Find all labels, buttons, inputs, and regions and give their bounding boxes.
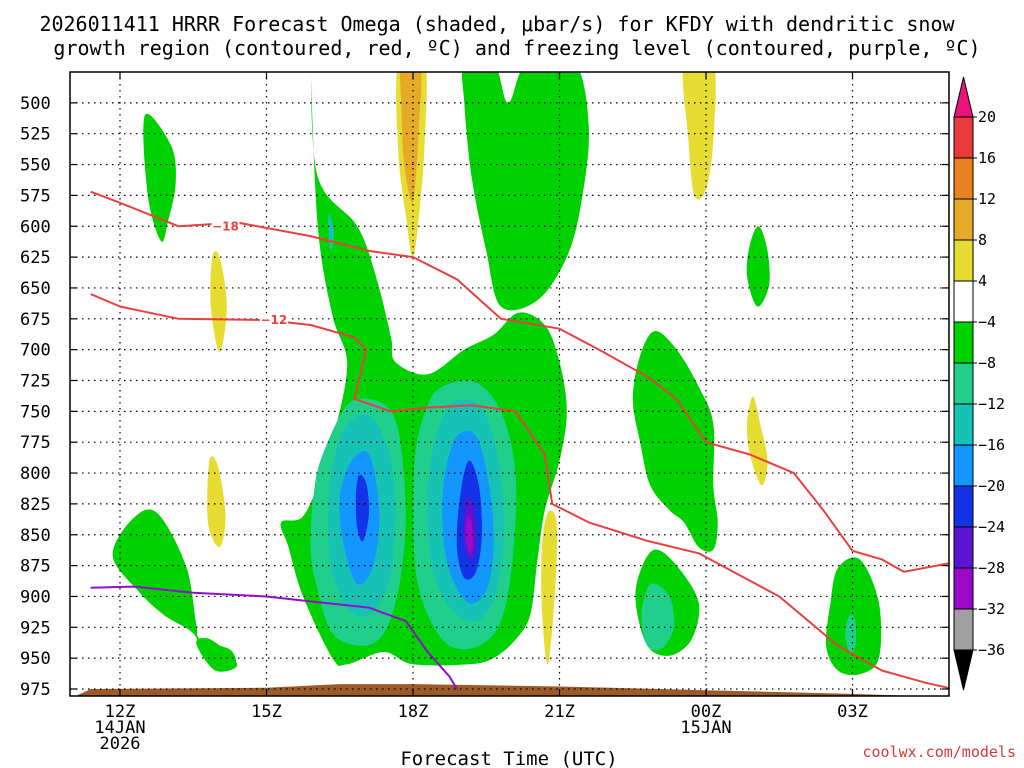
omega-region-neg4-0 <box>112 509 237 666</box>
y-tick-label-875: 875 <box>20 557 51 577</box>
colorbar-label-4: 4 <box>978 272 987 290</box>
y-tick-label-700: 700 <box>20 341 51 361</box>
colorbar-band-10 <box>953 526 974 569</box>
omega-region-neg4-1 <box>143 113 176 242</box>
ground-surface <box>75 684 920 696</box>
omega-region-8-28 <box>399 72 422 203</box>
x-tick-label-03Z-0: 03Z <box>837 702 868 722</box>
colorbar-label-6: −8 <box>978 354 996 372</box>
colorbar: 20 16 12 8 4 −4 −8 −12 −16 −20 −24 −28 −32 −36 <box>953 76 1005 691</box>
omega-shading <box>112 72 882 676</box>
y-tick-label-900: 900 <box>20 587 51 607</box>
temp-contour-1 <box>90 293 949 690</box>
colorbar-label-3: 8 <box>978 231 987 249</box>
y-tick-label-825: 825 <box>20 495 51 515</box>
y-tick-label-525: 525 <box>20 125 51 145</box>
colorbar-label-8: −16 <box>978 436 1005 454</box>
omega-region-4-25 <box>207 456 226 548</box>
colorbar-label-10: −24 <box>978 518 1005 536</box>
x-axis-label: Forecast Time (UTC) <box>400 748 617 768</box>
colorbar-band-4 <box>953 280 974 323</box>
colorbar-label-11: −28 <box>978 559 1005 577</box>
omega-region-4-24 <box>210 250 227 353</box>
colorbar-label-1: 16 <box>978 149 996 167</box>
colorbar-band-11 <box>953 567 974 610</box>
colorbar-band-1 <box>953 157 974 200</box>
colorbar-band-8 <box>953 444 974 487</box>
colorbar-band-6 <box>953 362 974 405</box>
y-tick-label-800: 800 <box>20 464 51 484</box>
x-tick-label-00Z-0: 00Z <box>691 702 722 722</box>
omega-region-neg4-8 <box>196 637 238 672</box>
y-tick-label-650: 650 <box>20 279 51 299</box>
colorbar-label-7: −12 <box>978 395 1005 413</box>
omega-region-neg4-5 <box>632 331 718 552</box>
y-tick-label-675: 675 <box>20 310 51 330</box>
temp-contour-0 <box>90 190 949 573</box>
temp-contour-label-1: −12 <box>260 313 287 327</box>
omega-region-neg20-18 <box>355 474 370 542</box>
colorbar-label-9: −20 <box>978 477 1005 495</box>
temp-contour-label-bg-0 <box>211 219 240 234</box>
chart-title-line-1: 2026011411 HRRR Forecast Omega (shaded, … <box>39 12 955 36</box>
colorbar-label-0: 20 <box>978 108 996 126</box>
omega-region-4-23 <box>682 72 716 200</box>
x-tick-label-18Z-0: 18Z <box>398 702 429 722</box>
colorbar-band-2 <box>953 198 974 241</box>
freezing-level-contour <box>90 585 458 690</box>
x-tick-label-21Z-0: 21Z <box>544 702 575 722</box>
credit-text: coolwx.com/models <box>862 743 1016 761</box>
omega-region-4-27 <box>746 396 768 486</box>
y-tick-label-850: 850 <box>20 526 51 546</box>
colorbar-bottom-arrow <box>953 649 974 691</box>
y-tick-label-750: 750 <box>20 402 51 422</box>
contour-lines: −18 −12 <box>90 190 949 690</box>
x-tick-label-00Z-1: 15JAN <box>680 718 731 738</box>
colorbar-band-9 <box>953 485 974 528</box>
omega-region-neg4-6 <box>746 226 770 307</box>
y-tick-label-625: 625 <box>20 248 51 268</box>
y-tick-label-500: 500 <box>20 94 51 114</box>
colorbar-label-12: −32 <box>978 600 1005 618</box>
x-tick-label-15Z-0: 15Z <box>251 702 282 722</box>
colorbar-band-0 <box>953 116 974 159</box>
grid <box>70 72 949 696</box>
plot-frame <box>69 71 950 697</box>
y-tick-label-925: 925 <box>20 618 51 638</box>
x-tick-label-12Z-1: 14JAN <box>94 718 145 738</box>
y-tick-label-725: 725 <box>20 372 51 392</box>
y-tick-label-975: 975 <box>20 680 51 700</box>
colorbar-top-arrow <box>953 76 974 118</box>
y-tick-label-575: 575 <box>20 186 51 206</box>
colorbar-band-7 <box>953 403 974 446</box>
omega-region-neg4-3 <box>461 72 589 311</box>
colorbar-label-2: 12 <box>978 190 996 208</box>
y-axis: 500 525 550 575 600 625 650 675 700 725 750 775 800 8… <box>20 94 949 700</box>
x-tick-label-12Z-0: 12Z <box>105 702 136 722</box>
y-tick-label-775: 775 <box>20 433 51 453</box>
y-tick-label-550: 550 <box>20 156 51 176</box>
colorbar-label-5: −4 <box>978 313 996 331</box>
chart-title-line-2: growth region (contoured, red, ºC) and f… <box>53 36 980 60</box>
omega-region-4-26 <box>541 510 558 665</box>
colorbar-band-5 <box>953 321 974 364</box>
temp-contour-label-0: −18 <box>212 219 239 233</box>
temp-contour-label-bg-1 <box>259 313 288 328</box>
omega-region-neg28-21 <box>465 515 474 554</box>
colorbar-label-13: −36 <box>978 641 1005 659</box>
y-tick-label-950: 950 <box>20 649 51 669</box>
omega-region-neg8-12 <box>845 614 857 653</box>
x-tick-label-12Z-2: 2026 <box>100 734 141 754</box>
omega-region-neg8-11 <box>641 583 675 651</box>
ground-layer <box>75 684 920 696</box>
y-tick-label-600: 600 <box>20 217 51 237</box>
colorbar-band-12 <box>953 608 974 651</box>
colorbar-band-3 <box>953 239 974 282</box>
